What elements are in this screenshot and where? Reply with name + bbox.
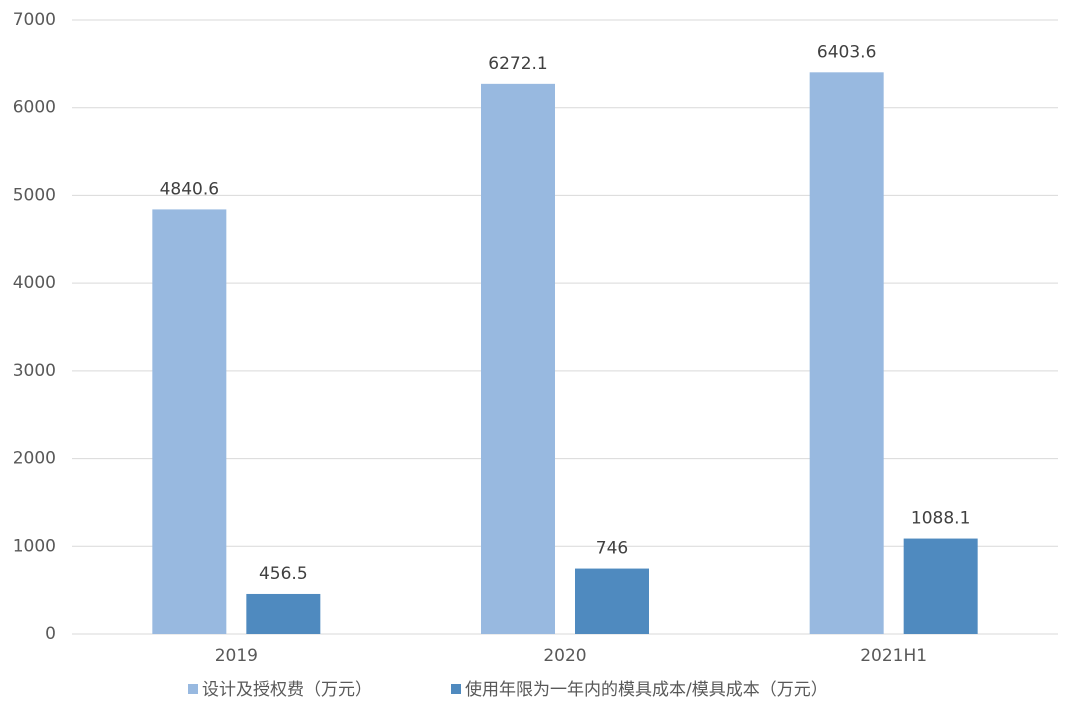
legend-swatch (188, 684, 198, 694)
bar (903, 538, 978, 634)
x-tick-label: 2019 (215, 646, 258, 666)
y-tick-label: 2000 (13, 449, 56, 469)
y-tick-label: 3000 (13, 361, 56, 381)
y-tick-label: 0 (45, 624, 56, 644)
value-label: 456.5 (259, 564, 308, 584)
value-label: 746 (596, 539, 628, 559)
bar (809, 72, 884, 634)
y-tick-label: 5000 (13, 185, 56, 205)
x-tick-label: 2021H1 (860, 646, 927, 666)
y-tick-label: 6000 (13, 98, 56, 118)
legend-swatch (451, 684, 461, 694)
legend-label: 设计及授权费（万元） (202, 680, 372, 700)
bar (246, 593, 321, 634)
legend-label: 使用年限为一年内的模具成本/模具成本（万元） (465, 679, 828, 700)
bar (481, 83, 555, 634)
bar (152, 209, 227, 635)
value-label: 4840.6 (160, 179, 219, 199)
x-tick-label: 2020 (543, 646, 586, 666)
value-label: 1088.1 (911, 509, 970, 529)
y-tick-label: 7000 (13, 10, 56, 30)
bar (575, 568, 649, 634)
value-label: 6272.1 (488, 54, 547, 74)
value-label: 6403.6 (817, 42, 876, 62)
y-tick-label: 4000 (13, 273, 56, 293)
y-tick-label: 1000 (13, 536, 56, 556)
